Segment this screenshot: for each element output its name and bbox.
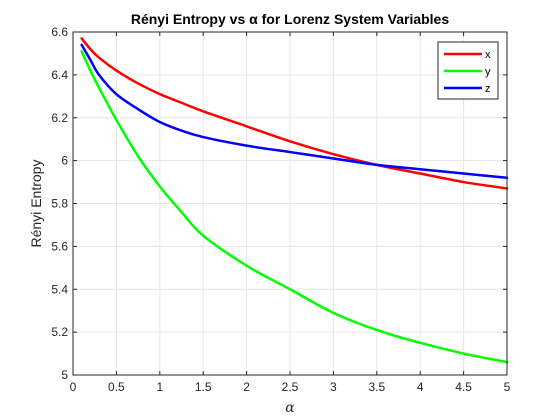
x-tick-label: 1 — [156, 380, 163, 394]
y-tick-label: 5.6 — [51, 239, 68, 253]
ticks: 0 0.5 1 1.5 2 2.5 3 3.5 4 4.5 5 5 5.2 5.4 5.6 5.8 6 6.2 6.… — [51, 25, 510, 394]
series-line-y — [80, 50, 509, 364]
x-tick-label: 1.5 — [195, 380, 212, 394]
y-tick-label: 5.4 — [51, 282, 68, 296]
legend-label-z: z — [485, 83, 491, 95]
series-line-z — [80, 43, 509, 180]
y-tick-label: 5 — [61, 368, 68, 382]
y-tick-label: 6.2 — [51, 111, 68, 125]
y-tick-label: 6.4 — [51, 68, 68, 82]
y-axis-label: Rényi Entropy — [28, 160, 44, 248]
y-tick-label: 6 — [61, 154, 68, 168]
chart-title: Rényi Entropy vs α for Lorenz System Var… — [131, 11, 449, 27]
series-layer — [80, 37, 509, 364]
legend-label-x: x — [485, 49, 491, 61]
legend-label-y: y — [485, 66, 491, 78]
series-line-x — [80, 37, 509, 190]
x-tick-label: 0 — [70, 380, 77, 394]
x-tick-label: 0.5 — [108, 380, 125, 394]
x-tick-label: 2.5 — [282, 380, 299, 394]
y-tick-label: 5.8 — [51, 197, 68, 211]
x-axis-label: α — [285, 400, 295, 416]
x-tick-label: 2 — [243, 380, 250, 394]
legend: xyz — [437, 41, 499, 100]
x-tick-label: 4.5 — [455, 380, 472, 394]
x-tick-label: 3 — [330, 380, 337, 394]
x-tick-label: 5 — [504, 380, 511, 394]
x-tick-label: 3.5 — [368, 380, 385, 394]
y-tick-label: 5.2 — [51, 325, 68, 339]
y-tick-label: 6.6 — [51, 25, 68, 39]
x-tick-label: 4 — [417, 380, 424, 394]
